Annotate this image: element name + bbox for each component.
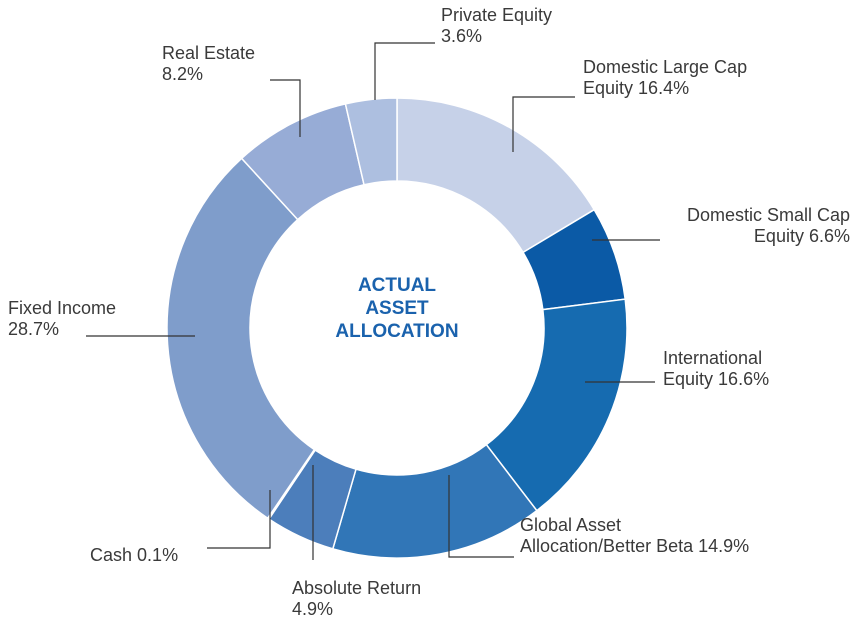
slice-label: Private Equity 3.6%: [441, 5, 591, 47]
slice: [166, 157, 316, 520]
category-name: Domestic Small Cap Equity: [686, 205, 850, 246]
value-label: 4.9%: [292, 599, 334, 619]
value-label: 0.1%: [137, 545, 179, 565]
center-label: ACTUAL ASSET ALLOCATION: [335, 275, 459, 342]
category-name: Real Estate: [162, 43, 256, 63]
category-name: Cash: [90, 545, 133, 565]
leader-line: [207, 490, 271, 549]
value-label: 3.6%: [441, 26, 483, 46]
leader-line: [270, 79, 301, 137]
slice-label: Absolute Return 4.9%: [292, 578, 422, 620]
value-label: 16.4%: [638, 78, 690, 98]
value-label: 6.6%: [808, 226, 850, 246]
slice-label: Domestic Large Cap Equity 16.4%: [583, 57, 783, 99]
value-label: 14.9%: [698, 536, 750, 556]
slice-label: Fixed Income 28.7%: [8, 298, 158, 340]
value-label: 8.2%: [162, 64, 204, 84]
slice-label: Cash 0.1%: [90, 545, 260, 566]
category-name: Global Asset Allocation/Better Beta: [520, 515, 694, 556]
leader-line: [512, 96, 575, 152]
category-name: Fixed Income: [8, 298, 117, 318]
slice-label: Domestic Small Cap Equity 6.6%: [660, 205, 850, 247]
slice: [344, 97, 398, 186]
slice-label: International Equity 16.6%: [663, 348, 813, 390]
value-label: 28.7%: [8, 319, 60, 339]
value-label: 16.6%: [718, 369, 770, 389]
category-name: Private Equity: [441, 5, 553, 25]
category-name: International Equity: [663, 348, 763, 389]
leader-line: [448, 475, 514, 558]
slice-label: Global Asset Allocation/Better Beta 14.9…: [520, 515, 755, 557]
category-name: Domestic Large Cap Equity: [583, 57, 748, 98]
slice-label: Real Estate 8.2%: [162, 43, 282, 85]
category-name: Absolute Return: [292, 578, 422, 598]
leader-line: [374, 42, 435, 100]
